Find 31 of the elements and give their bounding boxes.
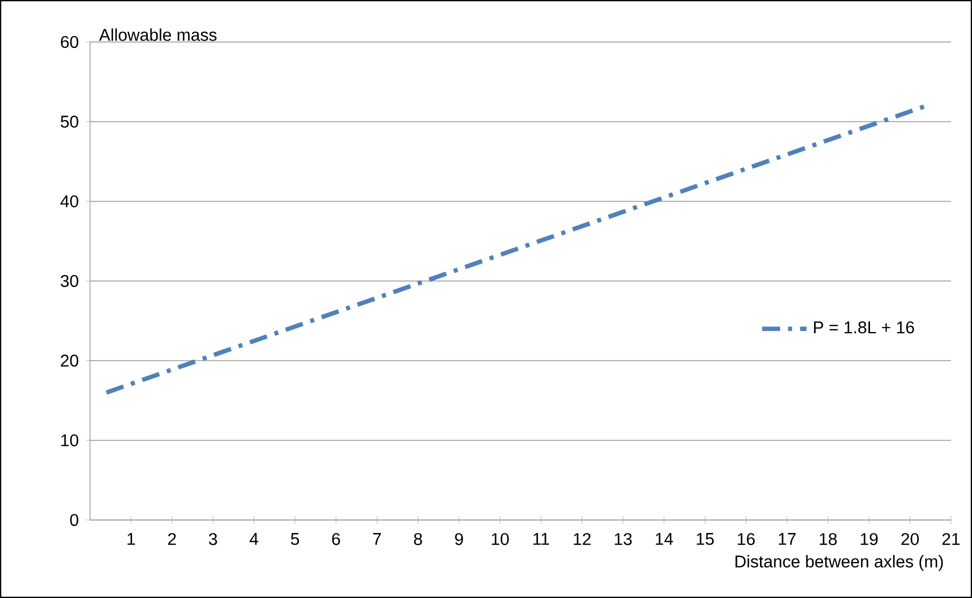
legend-label: P = 1.8L + 16 (814, 321, 914, 334)
x-tick-label: 5 (290, 533, 300, 545)
y-tick-label: 0 (70, 514, 78, 526)
x-tick-label: 9 (455, 533, 463, 546)
x-tick-label: 11 (533, 533, 550, 545)
x-tick-label: 14 (656, 533, 673, 545)
x-tick-label: 8 (414, 533, 422, 546)
x-tick-label: 6 (332, 533, 340, 546)
y-tick-label: 40 (60, 195, 78, 208)
x-tick-label: 18 (820, 533, 837, 546)
x-tick-label: 2 (168, 533, 176, 545)
x-tick-label: 10 (492, 533, 509, 546)
y-tick-label: 20 (60, 354, 78, 367)
x-tick-label: 19 (860, 533, 878, 546)
x-tick-label: 17 (778, 533, 796, 545)
x-tick-label: 12 (574, 533, 591, 545)
x-tick-label: 4 (250, 533, 258, 545)
x-tick-label: 16 (738, 533, 755, 546)
x-tick-label: 15 (696, 533, 714, 545)
x-tick-label: 7 (373, 533, 381, 545)
y-tick-label: 30 (60, 274, 78, 287)
x-tick-label: 3 (208, 533, 218, 546)
x-tick-label: 20 (901, 533, 919, 546)
x-tick-label: 1 (128, 533, 135, 545)
y-tick-label: 50 (60, 116, 78, 128)
y-tick-label: 60 (60, 36, 78, 48)
x-axis-title: Distance between axles (m) (736, 555, 943, 571)
y-axis-title: Allowable mass (99, 28, 217, 41)
x-tick-label: 21 (942, 533, 960, 545)
x-tick-label: 13 (614, 533, 632, 546)
y-tick-label: 10 (61, 434, 78, 446)
